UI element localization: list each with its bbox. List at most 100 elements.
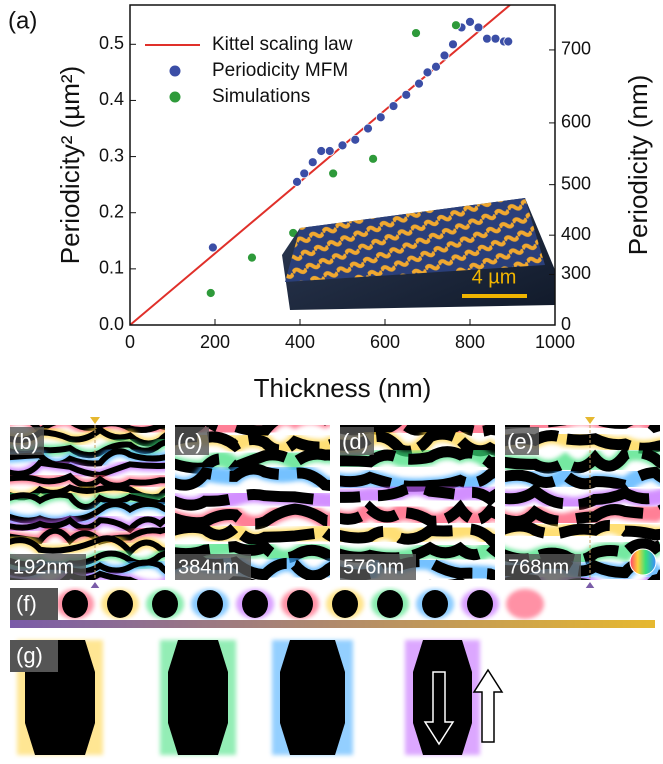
data-point <box>451 20 461 31</box>
domain <box>62 590 88 618</box>
domain <box>242 590 268 618</box>
x-tick-label: 0 <box>125 332 135 352</box>
data-point <box>363 123 373 134</box>
data-point <box>292 176 302 187</box>
domain <box>340 428 495 457</box>
domain <box>332 590 358 618</box>
cut-bar <box>10 620 655 628</box>
marker <box>90 417 100 424</box>
data-point <box>350 134 361 145</box>
domain-image: (c) 384nm <box>175 425 330 580</box>
data-point <box>328 168 339 179</box>
y2-tick-label: 0 <box>561 314 571 334</box>
domain <box>377 590 403 618</box>
inset-image <box>282 198 555 310</box>
data-point <box>299 168 310 179</box>
data-point <box>473 22 484 33</box>
y-tick-label: 0.3 <box>99 145 124 165</box>
y-tick-label: 0.1 <box>99 258 124 278</box>
data-point <box>307 157 318 168</box>
y2-tick-label: 700 <box>561 39 591 59</box>
domain <box>10 448 165 468</box>
legend-label: Periodicity MFM <box>212 60 348 81</box>
domain <box>340 499 495 527</box>
label-bg <box>505 554 581 580</box>
domain <box>287 590 313 618</box>
domain <box>280 640 345 755</box>
domain <box>175 488 330 511</box>
y-tick-label: 0.0 <box>99 314 124 334</box>
data-point <box>388 101 399 111</box>
domain <box>10 472 165 489</box>
domain-pattern <box>175 425 330 580</box>
arrow-down <box>423 671 455 746</box>
panel-label: (d) <box>342 429 369 454</box>
y-tick-label: 0.4 <box>99 89 124 109</box>
domain <box>422 590 448 618</box>
domain <box>505 538 660 566</box>
domain <box>168 640 228 755</box>
domain <box>467 590 493 618</box>
domain-image: (d) 576nm <box>340 425 495 580</box>
panel-label: (c) <box>177 429 203 454</box>
label-bg <box>340 427 374 455</box>
y2-tick-label: 300 <box>561 263 591 283</box>
domain <box>505 504 660 527</box>
legend-key <box>169 91 181 103</box>
data-point <box>422 67 433 78</box>
x-tick-label: 400 <box>285 332 315 352</box>
data-point <box>401 89 412 100</box>
label-bg <box>10 640 58 672</box>
x-tick-label: 800 <box>455 332 485 352</box>
data-point <box>465 16 475 27</box>
data-point <box>482 33 492 44</box>
plot-frame <box>129 4 556 326</box>
data-point <box>503 36 514 47</box>
legend-label: Simulations <box>212 86 310 107</box>
label-bg <box>505 427 539 455</box>
domain <box>340 446 495 469</box>
data-point <box>205 288 216 298</box>
x-tick-label: 200 <box>200 332 230 352</box>
y2-axis-title: Periodicity (nm) <box>623 75 653 256</box>
y-tick-label: 0.2 <box>99 201 124 221</box>
legend-key <box>169 65 181 77</box>
profile-zoom: (g) <box>10 640 655 755</box>
thickness-label: 192nm <box>13 556 74 578</box>
domain <box>340 482 495 507</box>
domain <box>152 590 178 618</box>
domain <box>505 447 660 474</box>
legend-label: Kittel scaling law <box>212 34 353 55</box>
domain <box>175 519 330 546</box>
x-tick-label: 1000 <box>535 332 575 352</box>
domain <box>175 463 330 492</box>
inset-scale: 4 µm <box>472 266 517 288</box>
data-point <box>411 28 421 38</box>
data-point <box>324 146 335 156</box>
domain <box>175 425 327 437</box>
data-point <box>368 153 379 164</box>
y-tick-label: 0.5 <box>99 33 124 53</box>
data-point <box>316 146 327 156</box>
data-point <box>448 39 458 50</box>
domain <box>10 516 165 534</box>
domain <box>505 425 660 434</box>
thickness-label: 576nm <box>343 556 404 578</box>
domain <box>505 519 660 541</box>
marker <box>585 582 595 589</box>
domain-pattern <box>10 425 165 580</box>
domain <box>340 556 495 580</box>
thickness-label: 768nm <box>508 556 569 578</box>
data-point <box>207 242 218 253</box>
panel-label: (g) <box>16 643 43 668</box>
panel-label: (f) <box>16 591 37 616</box>
marker <box>585 417 595 424</box>
domain <box>10 484 165 501</box>
label-bg <box>10 588 58 620</box>
data-point <box>414 78 424 89</box>
label-bg <box>10 427 44 455</box>
marker <box>90 582 100 589</box>
arrow-up <box>472 668 504 743</box>
domain <box>107 590 133 618</box>
